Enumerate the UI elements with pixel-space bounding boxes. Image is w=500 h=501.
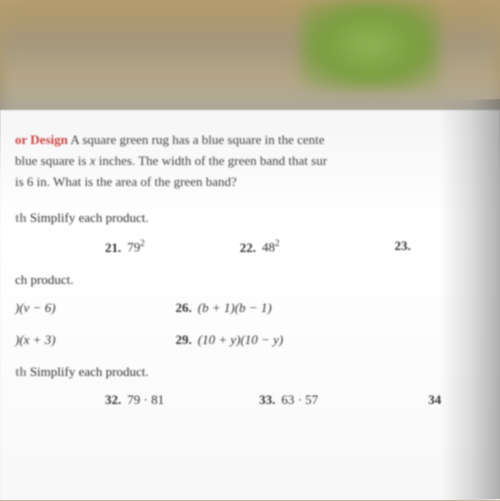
problem-category: or Design bbox=[15, 132, 68, 147]
section-heading-1: Simplify each product. bbox=[30, 210, 149, 225]
problem-26: 26. (b + 1)(b − 1) bbox=[176, 300, 272, 316]
problem-expression: )(x + 3) bbox=[15, 332, 56, 348]
green-object-blur bbox=[300, 0, 440, 90]
textbook-page: or Design A square green rug has a blue … bbox=[0, 110, 500, 500]
word-problem-line2-end: inches. The width of the green band that… bbox=[96, 153, 328, 168]
problem-partial-x: )(x + 3) bbox=[15, 332, 56, 348]
problems-row-4: 32. 79 · 81 33. 63 · 57 34 bbox=[15, 392, 500, 408]
page-curl-shadow bbox=[440, 99, 500, 501]
problems-row-1: 21. 792 22. 482 23. bbox=[15, 238, 500, 255]
problem-expression: 79 · 81 bbox=[127, 392, 164, 408]
problem-21: 21. 792 bbox=[105, 238, 145, 255]
problems-row-3: )(x + 3) 29. (10 + y)(10 − y) bbox=[15, 332, 500, 348]
section-prefix-3: th bbox=[15, 364, 27, 379]
section-header-3: th Simplify each product. bbox=[15, 364, 500, 380]
problem-number: 32. bbox=[105, 392, 121, 408]
problem-22: 22. 482 bbox=[240, 238, 280, 255]
section-header-2: ch product. bbox=[15, 272, 500, 288]
problem-23: 23. bbox=[395, 238, 417, 255]
problem-number: 29. bbox=[176, 332, 192, 348]
problem-32: 32. 79 · 81 bbox=[105, 392, 164, 408]
section-heading-3: Simplify each product. bbox=[30, 364, 149, 379]
problem-expression: )(v − 6) bbox=[15, 300, 56, 316]
problem-expression: 482 bbox=[262, 238, 280, 255]
problem-29: 29. (10 + y)(10 − y) bbox=[176, 332, 284, 348]
problem-expression: 63 · 57 bbox=[281, 392, 318, 408]
problem-number: 26. bbox=[176, 300, 192, 316]
problem-partial-v: )(v − 6) bbox=[15, 300, 56, 316]
problem-number: 23. bbox=[395, 238, 411, 254]
word-problem-line3: is 6 in. What is the area of the green b… bbox=[15, 174, 237, 189]
section-prefix-1: th bbox=[15, 210, 27, 225]
problem-number: 33. bbox=[259, 392, 275, 408]
problems-row-2: )(v − 6) 26. (b + 1)(b − 1) bbox=[15, 300, 500, 316]
word-problem-line1: A square green rug has a blue square in … bbox=[70, 132, 324, 147]
problem-expression: (10 + y)(10 − y) bbox=[198, 332, 283, 348]
problem-33: 33. 63 · 57 bbox=[259, 392, 318, 408]
word-problem: or Design A square green rug has a blue … bbox=[15, 130, 500, 192]
problem-number: 21. bbox=[105, 240, 121, 256]
problem-expression: 792 bbox=[127, 238, 145, 255]
section-heading-2: ch product. bbox=[15, 272, 73, 287]
problem-number: 22. bbox=[240, 240, 256, 256]
word-problem-line2-start: blue square is bbox=[15, 153, 90, 168]
section-header-1: th Simplify each product. bbox=[15, 210, 500, 226]
problem-expression: (b + 1)(b − 1) bbox=[198, 300, 272, 316]
